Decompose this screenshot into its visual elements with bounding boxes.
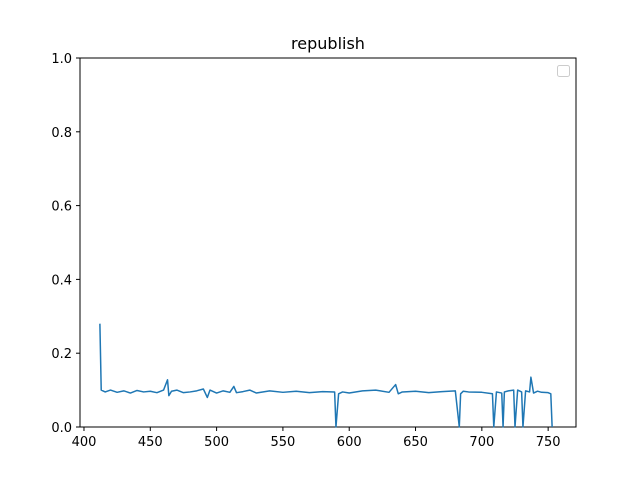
x-tick-label: 750: [536, 435, 561, 450]
x-tick-label: 400: [72, 435, 97, 450]
x-tick-label: 500: [204, 435, 229, 450]
x-tick-label: 550: [270, 435, 295, 450]
y-tick-label: 0.2: [51, 347, 72, 362]
series-layer: [99, 323, 553, 428]
y-tick-label: 1.0: [51, 52, 72, 67]
x-tick-label: 700: [469, 435, 494, 450]
y-tick-label: 0.0: [51, 421, 72, 436]
plot-area: [79, 57, 577, 428]
x-tick-label: 650: [403, 435, 428, 450]
y-tick-label: 0.8: [51, 126, 72, 141]
y-tick-label: 0.4: [51, 273, 72, 288]
legend-box: [557, 65, 570, 77]
series-line: [99, 323, 553, 428]
x-tick-label: 450: [138, 435, 163, 450]
y-tick-label: 0.6: [51, 200, 72, 215]
x-axis: 400 450 500 550 600 650 700 750: [72, 427, 561, 450]
x-tick-label: 600: [337, 435, 362, 450]
y-axis: 0.0 0.2 0.4 0.6 0.8 1.0: [51, 52, 80, 436]
chart-title: republish: [291, 34, 365, 53]
